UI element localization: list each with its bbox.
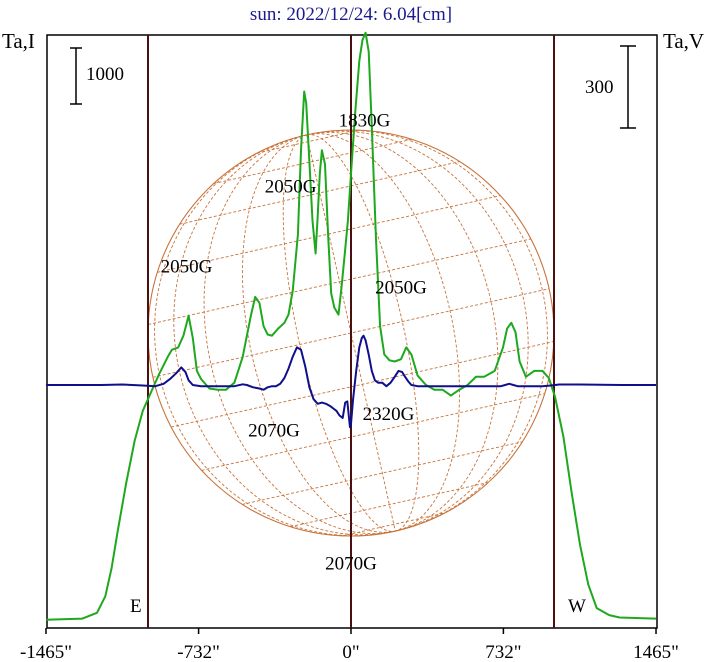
disc-meridian [154, 134, 396, 537]
y-right-label: Ta,V [663, 29, 704, 53]
field-annotation: 2050G [375, 277, 427, 298]
field-annotation: 1830G [339, 111, 391, 132]
disc-meridian [306, 134, 420, 532]
annotations-group: 1830G 2050G 2050G 2050G 2070G 2320G 2070G [161, 111, 427, 575]
disc-parallel [242, 441, 523, 505]
x-tick-label: 0" [342, 642, 359, 662]
disc-parallel [148, 238, 531, 325]
x-tick-label: -1465" [20, 642, 72, 662]
x-tick-label: 1465" [633, 642, 679, 662]
disc-meridian [306, 130, 529, 532]
scale-bar-right-label: 300 [585, 77, 614, 98]
disc-parallel [179, 161, 460, 225]
disc-parallel [201, 393, 545, 471]
x-tick-label: 732" [485, 642, 521, 662]
disc-meridian [282, 134, 396, 532]
scale-bar-right: 300 [585, 45, 636, 129]
disc-parallel [171, 341, 554, 428]
limb-lines [147, 35, 555, 628]
field-annotation: 2320G [363, 404, 415, 425]
chart-title: sun: 2022/12/24: 6.04[cm] [250, 4, 452, 25]
disc-meridian [306, 133, 460, 532]
field-annotation: 2070G [248, 421, 300, 442]
y-left-label: Ta,I [2, 29, 35, 53]
x-axis: -1465" -732" 0" 732" 1465" [20, 628, 679, 662]
series-line-tai [45, 31, 657, 621]
disc-meridian [306, 132, 499, 532]
limb-east-label: E [130, 596, 142, 617]
disc-parallel [213, 138, 412, 185]
field-annotation: 2070G [325, 553, 377, 574]
limb-west-label: W [568, 596, 586, 617]
disc-meridian [203, 134, 396, 534]
field-annotation: 2050G [161, 256, 213, 277]
disc-parallel [290, 481, 489, 528]
series-line-tav [46, 334, 656, 429]
x-tick-label: -732" [177, 642, 220, 662]
disc-parallel [342, 512, 446, 537]
disc-meridian [306, 129, 548, 532]
scale-bar-left-label: 1000 [86, 64, 124, 85]
series-group [45, 31, 657, 621]
scale-bar-left: 1000 [70, 47, 124, 105]
field-annotation: 2050G [265, 176, 317, 197]
